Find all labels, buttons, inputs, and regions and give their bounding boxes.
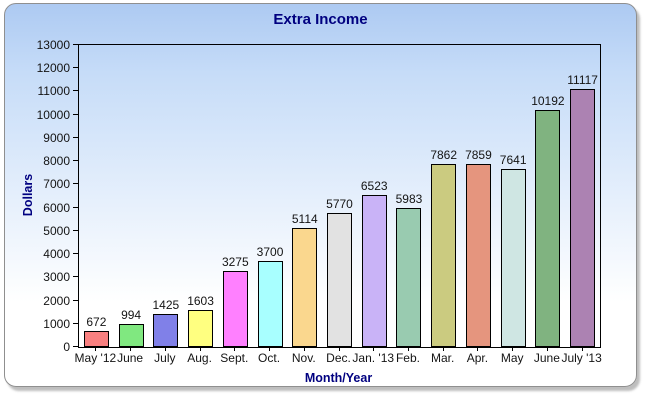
y-tick-label: 1000 bbox=[43, 316, 70, 331]
bar-value-label: 11117 bbox=[567, 73, 598, 87]
y-tick-mark bbox=[73, 160, 78, 162]
bar-mar- bbox=[431, 164, 457, 347]
x-tick-mark bbox=[546, 347, 548, 351]
bar-feb- bbox=[396, 208, 422, 347]
y-tick-mark bbox=[73, 206, 78, 208]
bar-sept- bbox=[222, 271, 248, 347]
x-tick-label: Jan. '13 bbox=[352, 351, 395, 365]
x-tick-mark bbox=[95, 347, 97, 351]
bar-june bbox=[535, 110, 561, 347]
x-tick-mark bbox=[442, 347, 444, 351]
x-tick-label: May bbox=[500, 351, 524, 365]
x-tick-label: Feb. bbox=[395, 351, 420, 365]
y-tick-mark bbox=[73, 44, 78, 45]
y-tick-label: 11000 bbox=[37, 84, 70, 99]
chart-title: Extra Income bbox=[273, 11, 368, 28]
bar-june bbox=[118, 324, 144, 347]
bar-oct- bbox=[257, 261, 283, 347]
bar-value-label: 7641 bbox=[499, 153, 527, 167]
x-tick-label: June bbox=[117, 351, 144, 365]
bar-apr- bbox=[465, 164, 491, 347]
y-tick-mark bbox=[73, 136, 78, 138]
x-tick-label: Apr. bbox=[466, 351, 489, 365]
bar-value-label: 672 bbox=[86, 315, 107, 329]
y-tick-mark bbox=[73, 183, 78, 185]
bar-value-label: 5770 bbox=[326, 197, 353, 211]
bar-value-label: 3275 bbox=[221, 255, 249, 269]
y-tick-label: 13000 bbox=[36, 38, 70, 52]
x-tick-mark bbox=[199, 347, 201, 351]
bar-july-13 bbox=[570, 89, 596, 347]
bar-may bbox=[500, 169, 526, 347]
y-tick-mark bbox=[73, 276, 78, 278]
bar-value-label: 7859 bbox=[465, 148, 492, 162]
x-tick-mark bbox=[269, 347, 271, 351]
x-axis-title: Month/Year bbox=[304, 371, 373, 385]
y-tick-mark bbox=[73, 67, 78, 69]
y-tick-label: 5000 bbox=[43, 223, 70, 238]
y-tick-label: 2000 bbox=[43, 293, 70, 308]
bar-value-label: 1425 bbox=[152, 298, 180, 312]
y-tick-mark bbox=[73, 113, 78, 115]
bar-value-label: 5983 bbox=[395, 192, 423, 206]
y-tick-mark bbox=[73, 253, 78, 255]
bar-nov- bbox=[292, 228, 318, 347]
x-tick-label: May '12 bbox=[74, 351, 117, 365]
y-tick-mark bbox=[73, 90, 78, 92]
x-tick-mark bbox=[234, 347, 236, 351]
x-tick-mark bbox=[303, 347, 305, 351]
chart-card: Extra Income Dollars 0 1000 2000 3000 4000 50… bbox=[4, 3, 637, 387]
y-tick-mark bbox=[73, 322, 78, 324]
x-tick-mark bbox=[477, 347, 479, 351]
x-tick-mark bbox=[164, 347, 166, 351]
y-tick-mark bbox=[73, 346, 78, 347]
bar-value-label: 994 bbox=[121, 308, 142, 322]
bar-jan-13 bbox=[361, 195, 387, 347]
y-tick-label: 4000 bbox=[43, 247, 70, 262]
x-tick-label: Oct. bbox=[258, 351, 281, 365]
x-tick-label: Sept. bbox=[220, 351, 249, 365]
bar-value-label: 3700 bbox=[256, 245, 284, 259]
bar-aug- bbox=[188, 310, 214, 347]
bar-value-label: 10192 bbox=[531, 94, 565, 108]
plot-area: 672 994 1425 1603 3275 3700 5114 5770 6523 5983 78… bbox=[78, 44, 601, 348]
y-tick-label: 12000 bbox=[36, 61, 70, 76]
bar-july bbox=[153, 314, 179, 347]
x-tick-label: July bbox=[154, 351, 176, 365]
y-tick-label: 10000 bbox=[36, 107, 70, 122]
y-tick-label: 3000 bbox=[43, 270, 70, 285]
x-tick-mark bbox=[512, 347, 514, 351]
x-tick-mark bbox=[338, 347, 340, 351]
x-tick-label: June bbox=[533, 351, 560, 365]
bar-value-label: 1603 bbox=[187, 294, 214, 308]
bar-value-label: 6523 bbox=[360, 179, 388, 193]
y-tick-label: 0 bbox=[63, 340, 70, 354]
bar-value-label: 5114 bbox=[291, 212, 318, 226]
x-tick-mark bbox=[581, 347, 583, 351]
bar-dec- bbox=[327, 213, 352, 347]
y-tick-mark bbox=[73, 299, 78, 301]
x-tick-mark bbox=[373, 347, 375, 351]
y-tick-mark bbox=[73, 229, 78, 231]
bar-may-12 bbox=[83, 331, 109, 347]
x-tick-mark bbox=[130, 347, 132, 351]
y-tick-label: 8000 bbox=[43, 154, 70, 169]
bar-value-label: 7862 bbox=[430, 148, 458, 162]
x-tick-label: July '13 bbox=[561, 351, 602, 365]
y-tick-label: 9000 bbox=[43, 130, 70, 145]
x-tick-mark bbox=[407, 347, 409, 351]
x-tick-label: Mar. bbox=[431, 351, 455, 365]
x-tick-label: Dec. bbox=[326, 351, 351, 365]
x-tick-label: Aug. bbox=[187, 351, 212, 365]
y-tick-label: 6000 bbox=[43, 200, 70, 215]
y-tick-label: 7000 bbox=[43, 177, 70, 192]
x-tick-label: Nov. bbox=[291, 351, 316, 365]
